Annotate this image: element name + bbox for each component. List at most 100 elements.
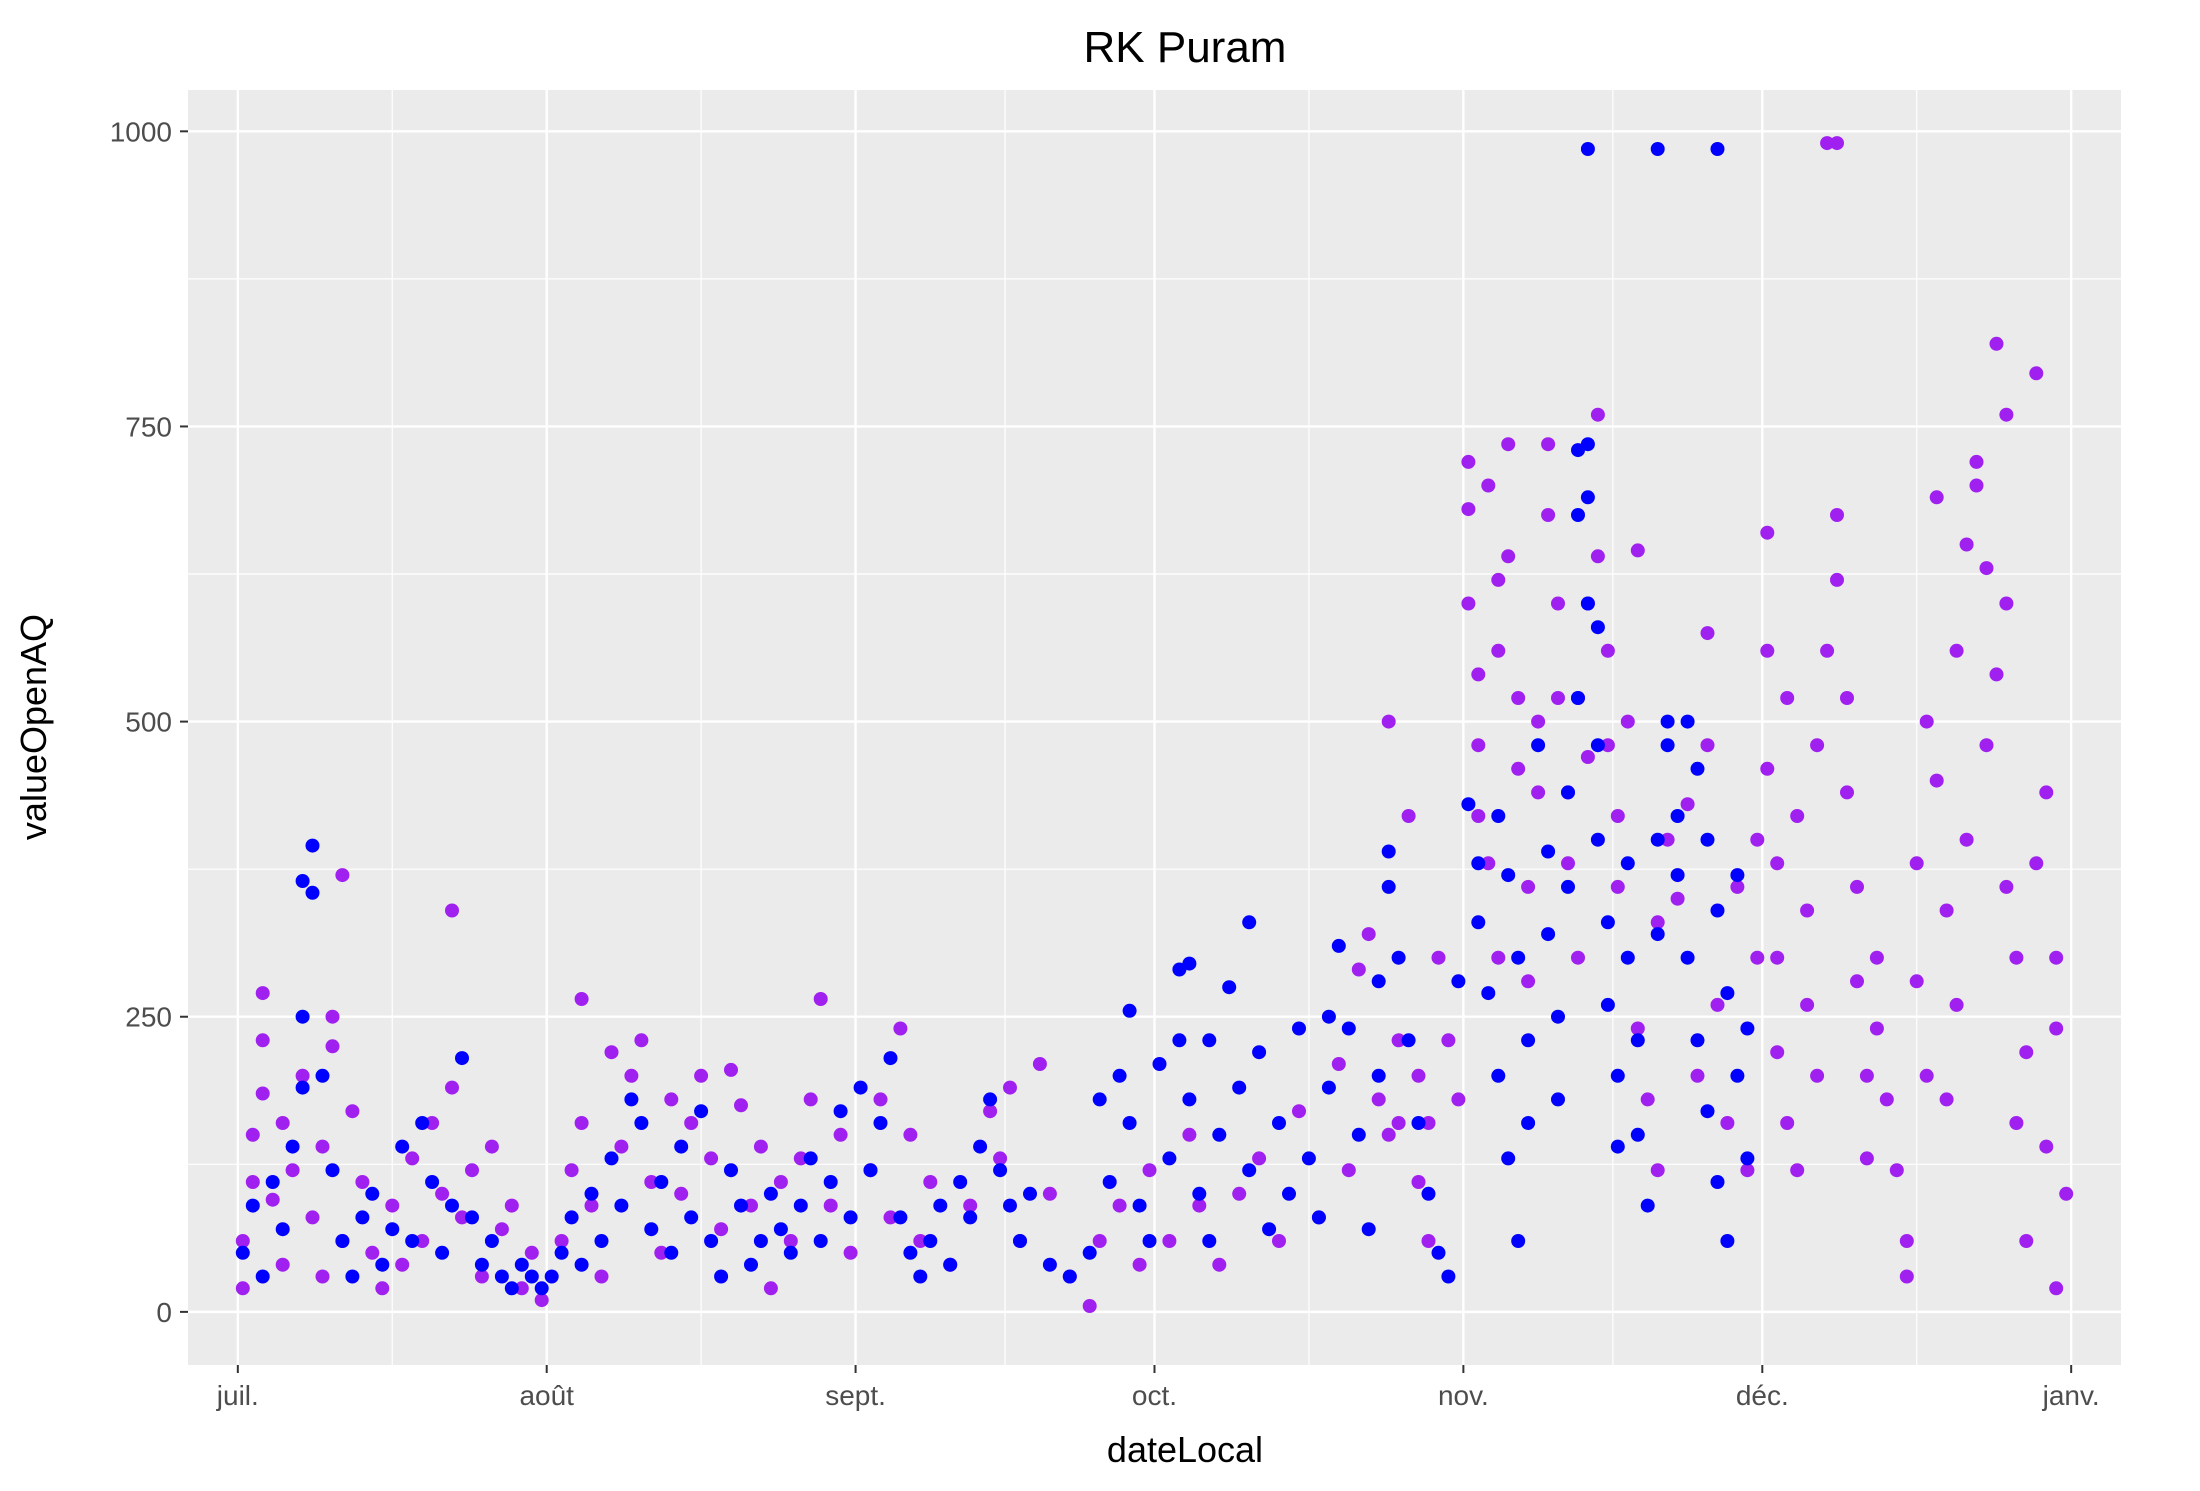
data-point [614,1139,629,1154]
data-point [1082,1299,1097,1313]
data-point [514,1257,529,1272]
data-point [245,1198,260,1213]
data-point [395,1139,410,1154]
data-point [295,874,310,888]
data-point [1700,832,1715,847]
data-point [455,1051,469,1066]
data-point [1182,1127,1197,1142]
data-point [724,1163,738,1178]
data-point [1451,974,1466,989]
data-point [1142,1163,1157,1178]
data-point [1232,1080,1247,1095]
data-point [375,1257,390,1272]
data-point [763,1186,778,1201]
data-point [1740,1151,1755,1166]
data-point [1660,738,1675,753]
data-point [2049,1281,2064,1296]
data-point [1590,549,1605,564]
data-point [1282,1186,1296,1201]
data-point [265,1175,280,1189]
data-point [1730,879,1745,894]
data-point [923,1175,938,1189]
data-point [1292,1104,1306,1119]
data-point [1989,336,2004,351]
data-point [1580,142,1595,156]
data-point [1820,643,1835,658]
data-point [1780,691,1795,705]
data-point [923,1234,938,1248]
data-point [1959,832,1974,847]
data-point [1481,986,1496,1001]
data-point [744,1257,758,1272]
data-point [445,1198,459,1213]
data-point [903,1127,918,1142]
data-point [1252,1045,1267,1060]
data-point [1321,1009,1336,1024]
data-point [803,1092,818,1107]
data-point [1561,879,1575,894]
data-point [1850,974,1864,989]
data-point [1361,927,1376,942]
data-point [1232,1186,1247,1201]
data-point [1272,1234,1286,1248]
data-point [843,1245,858,1260]
data-point [674,1186,689,1201]
data-point [1471,667,1486,682]
data-point [1959,537,1974,552]
data-point [1222,980,1237,995]
data-point [1600,997,1615,1012]
chart-title: RK Puram [1084,23,1287,72]
data-point [783,1245,798,1260]
data-point [1441,1269,1456,1284]
data-point [484,1234,499,1248]
data-point [1003,1198,1017,1213]
data-point [833,1127,848,1142]
x-tick-label: nov. [1438,1380,1489,1411]
data-point [1331,938,1346,953]
data-point [1680,714,1695,729]
data-point [793,1151,808,1166]
data-point [1401,809,1416,823]
data-point [1650,832,1665,847]
data-point [1580,750,1595,764]
data-point [993,1163,1008,1178]
data-point [913,1234,928,1248]
data-point [1461,596,1476,611]
data-point [1571,691,1585,705]
data-point [1630,543,1645,558]
data-point [325,1039,340,1054]
data-point [2019,1045,2034,1060]
data-point [714,1269,729,1284]
data-point [1929,773,1944,788]
data-point [734,1098,748,1113]
data-point [1481,856,1496,871]
data-point [1541,927,1556,942]
data-point [1590,738,1605,753]
data-point [415,1116,430,1130]
data-point [1411,1175,1426,1189]
data-point [405,1151,420,1166]
data-point [474,1269,489,1284]
data-point [435,1186,450,1201]
data-point [1700,626,1715,641]
data-point [1541,437,1556,452]
data-point [1610,809,1625,823]
data-point [993,1151,1008,1166]
data-point [1501,549,1516,564]
data-point [574,992,589,1006]
data-point [1571,508,1585,522]
data-point [704,1151,719,1166]
data-point [1770,950,1785,965]
data-point [305,838,320,853]
data-point [1551,691,1565,705]
data-point [544,1269,559,1284]
data-point [654,1245,669,1260]
data-point [255,1033,270,1048]
data-point [235,1234,250,1248]
data-point [1620,856,1635,871]
data-point [773,1222,788,1237]
data-point [1660,714,1675,729]
data-point [1660,832,1675,847]
data-point [873,1092,888,1107]
